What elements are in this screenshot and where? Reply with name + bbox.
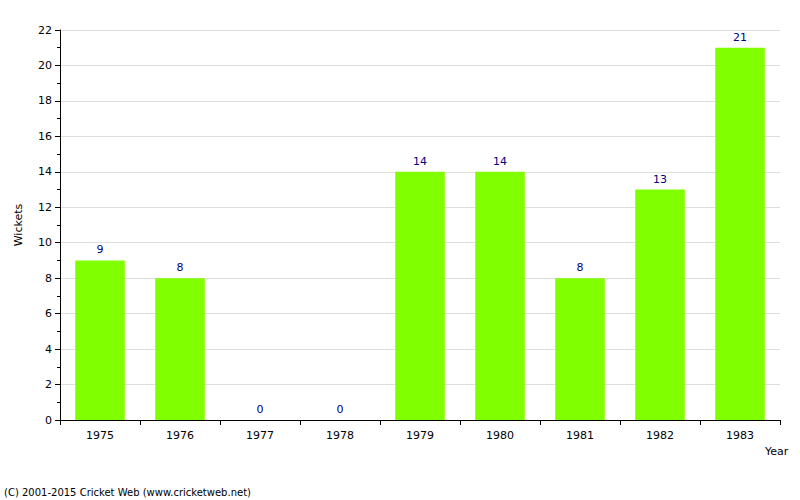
svg-text:2: 2: [45, 378, 52, 391]
svg-text:12: 12: [38, 201, 52, 214]
svg-text:1976: 1976: [166, 429, 194, 442]
svg-text:9: 9: [97, 243, 104, 256]
svg-text:4: 4: [45, 343, 52, 356]
svg-text:14: 14: [413, 155, 427, 168]
svg-text:1978: 1978: [326, 429, 354, 442]
svg-text:8: 8: [577, 261, 584, 274]
svg-text:21: 21: [733, 31, 747, 44]
svg-text:0: 0: [45, 414, 52, 427]
svg-text:8: 8: [45, 272, 52, 285]
svg-text:1983: 1983: [726, 429, 754, 442]
svg-text:22: 22: [38, 24, 52, 37]
svg-text:Wickets: Wickets: [12, 203, 25, 246]
svg-text:Year: Year: [764, 445, 789, 458]
svg-text:1975: 1975: [86, 429, 114, 442]
svg-text:1977: 1977: [246, 429, 274, 442]
svg-text:1980: 1980: [486, 429, 514, 442]
svg-text:13: 13: [653, 173, 667, 186]
svg-text:0: 0: [337, 403, 344, 416]
svg-text:(C) 2001-2015 Cricket Web (www: (C) 2001-2015 Cricket Web (www.cricketwe…: [4, 487, 251, 498]
svg-text:8: 8: [177, 261, 184, 274]
svg-text:16: 16: [38, 130, 52, 143]
svg-text:1979: 1979: [406, 429, 434, 442]
svg-text:14: 14: [493, 155, 507, 168]
svg-text:6: 6: [45, 307, 52, 320]
svg-text:10: 10: [38, 236, 52, 249]
svg-text:18: 18: [38, 94, 52, 107]
svg-text:1981: 1981: [566, 429, 594, 442]
svg-text:14: 14: [38, 165, 52, 178]
svg-text:0: 0: [257, 403, 264, 416]
svg-text:20: 20: [38, 59, 52, 72]
svg-text:1982: 1982: [646, 429, 674, 442]
